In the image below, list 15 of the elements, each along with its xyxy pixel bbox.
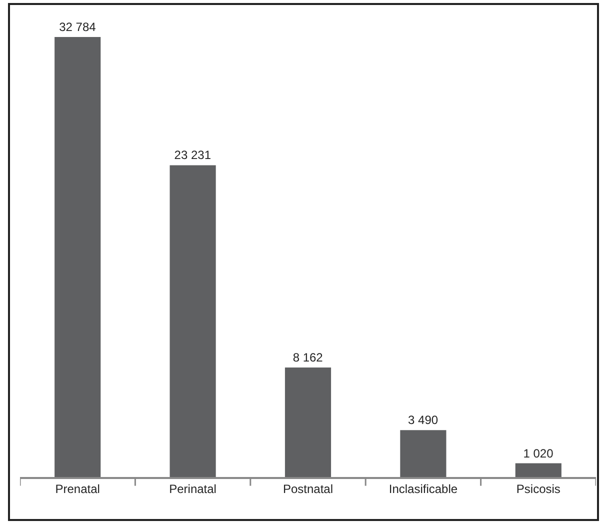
x-tick-label: Prenatal [55,482,100,496]
bar [400,430,446,477]
x-tick-label: Psicosis [516,482,560,496]
data-label: 8 162 [292,350,324,364]
bar [54,37,101,477]
data-label: 32 784 [59,20,96,34]
data-label: 3 490 [408,413,438,428]
bar [284,367,332,477]
bar [515,463,562,477]
data-label: 1 020 [523,446,554,460]
data-label: 23 231 [174,148,212,162]
bar [170,165,216,477]
x-tick-label: Postnatal [282,482,334,496]
x-tick-label: Perinatal [169,482,216,496]
x-tick-label: Inclasificable [388,482,458,496]
